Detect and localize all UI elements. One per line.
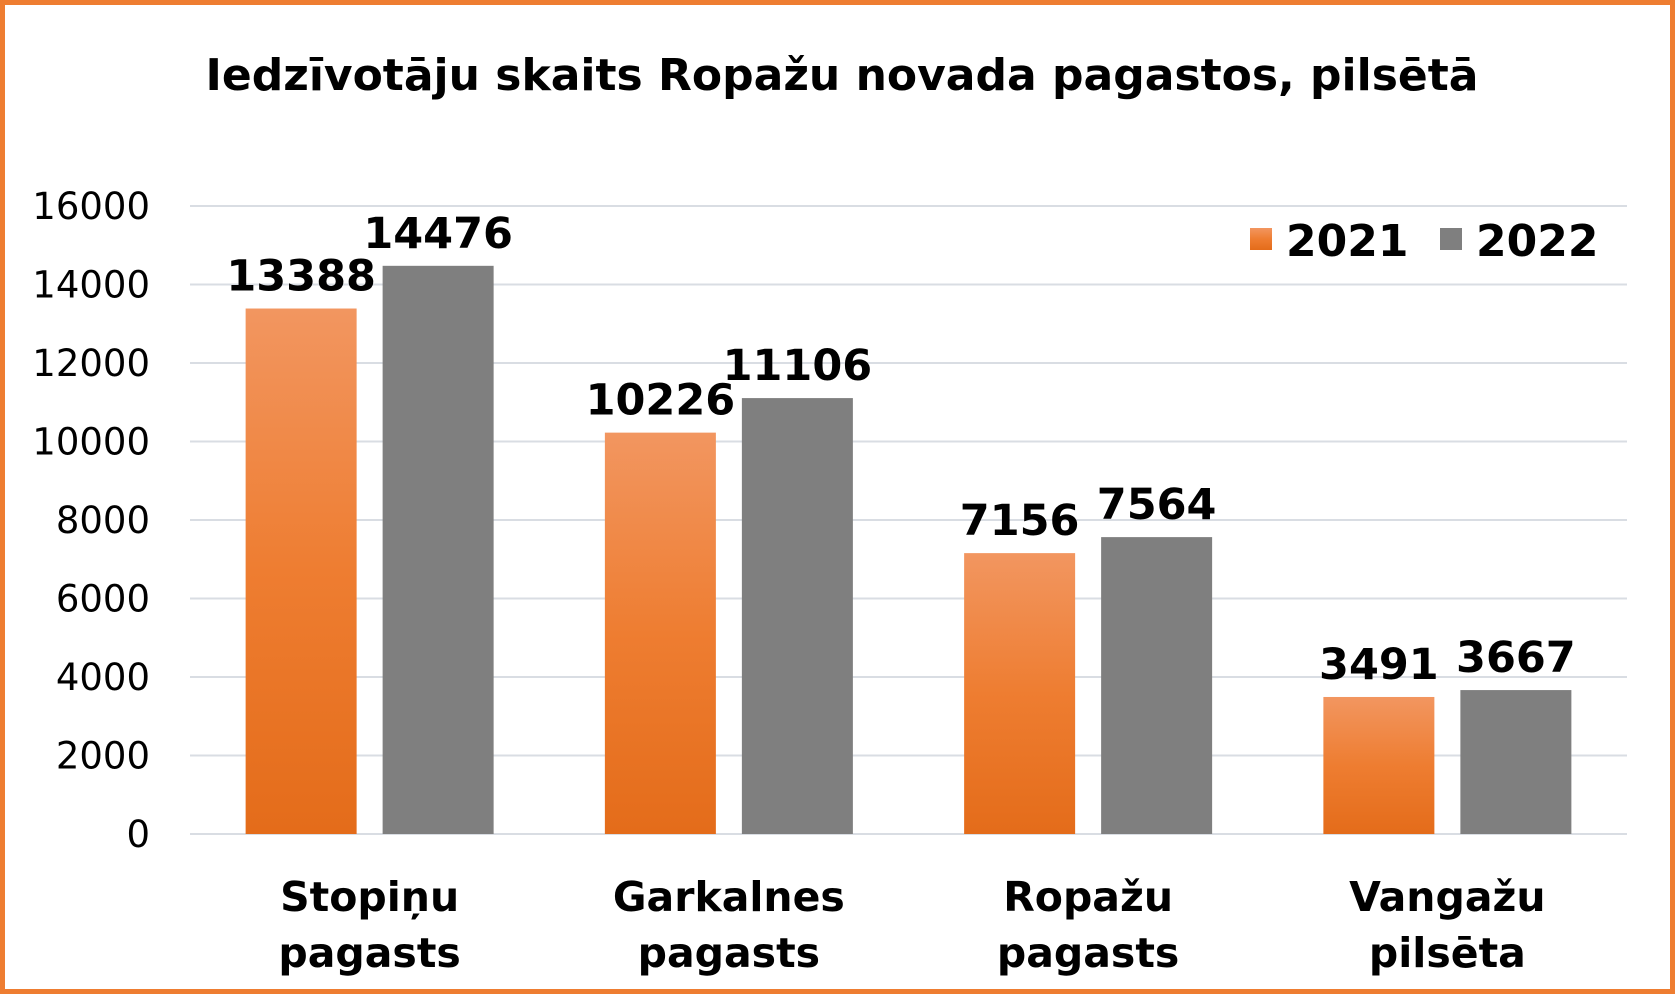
- category-label: Ropažu pagasts: [997, 873, 1179, 977]
- chart-title: Iedzīvotāju skaits Ropažu novada pagasto…: [206, 50, 1479, 101]
- legend-swatch-2021: [1250, 228, 1272, 250]
- legend-label-2022: 2022: [1476, 216, 1598, 267]
- data-label: 10226: [586, 376, 736, 426]
- y-tick-label: 12000: [32, 342, 150, 385]
- bar-2022-3: [1460, 690, 1572, 834]
- data-label: 13388: [226, 252, 376, 302]
- category-label: Garkalnes pagasts: [613, 873, 845, 977]
- category-label: Stopiņu pagasts: [278, 873, 460, 977]
- category-label: Vangažu pilsēta: [1349, 873, 1545, 977]
- bar-2022-1: [741, 398, 853, 834]
- bar-2021-1: [604, 432, 716, 834]
- bar-2021-0: [245, 308, 357, 834]
- data-label: 14476: [363, 209, 513, 259]
- bar-2021-2: [964, 553, 1076, 834]
- y-tick-label: 16000: [32, 185, 150, 228]
- bar-2021-3: [1323, 696, 1435, 834]
- data-label: 3491: [1319, 640, 1439, 690]
- y-tick-label: 14000: [32, 264, 150, 307]
- y-tick-label: 8000: [56, 499, 150, 542]
- legend: 2021 2022: [1250, 216, 1598, 267]
- chart-canvas: Iedzīvotāju skaits Ropažu novada pagasto…: [32, 50, 1627, 977]
- y-tick-label: 2000: [56, 735, 150, 778]
- legend-swatch-2022: [1440, 228, 1462, 250]
- y-tick-label: 6000: [56, 578, 150, 621]
- y-axis-ticks: 0 2000 4000 6000 8000 10000 12000 14000 16000: [32, 185, 150, 856]
- bar-2022-2: [1101, 537, 1213, 834]
- data-label: 7564: [1097, 480, 1217, 530]
- data-label: 3667: [1456, 633, 1576, 683]
- x-axis-categories: Stopiņu pagasts Garkalnes pagasts Ropažu paga…: [278, 873, 1545, 977]
- bar-2022-0: [382, 265, 494, 834]
- y-tick-label: 4000: [56, 656, 150, 699]
- legend-label-2021: 2021: [1286, 216, 1408, 267]
- bars: [245, 265, 1572, 834]
- data-label: 7156: [960, 496, 1080, 546]
- y-tick-label: 0: [126, 813, 150, 856]
- y-tick-label: 10000: [32, 421, 150, 464]
- data-label: 11106: [723, 341, 873, 391]
